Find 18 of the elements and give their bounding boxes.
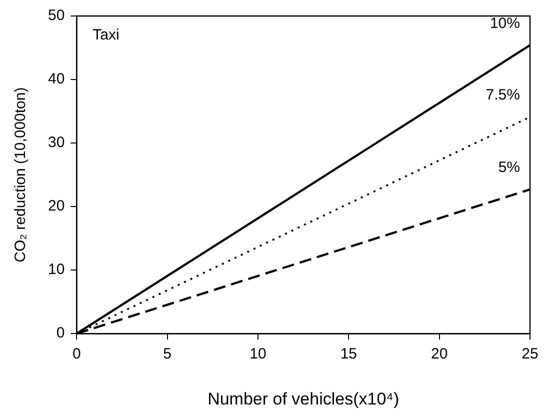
y-axis-title: CO₂ reduction (10,000ton)	[12, 87, 30, 262]
x-tick-label: 0	[72, 346, 81, 363]
series-label: 7.5%	[486, 86, 520, 104]
y-tick-label: 0	[56, 324, 65, 342]
x-axis-title: Number of vehicles(x10⁴)	[208, 389, 400, 408]
x-tick-label: 15	[340, 346, 358, 363]
x-tick-label: 25	[522, 346, 538, 363]
y-tick-label: 40	[48, 70, 65, 88]
y-tick-label: 50	[48, 7, 65, 24]
y-tick-label: 10	[48, 261, 65, 278]
annotation: Taxi	[92, 26, 120, 44]
x-tick-label: 20	[430, 346, 448, 363]
y-tick-label: 20	[48, 198, 65, 215]
series-label: 10%	[490, 14, 520, 32]
y-tick-label: 30	[48, 134, 65, 152]
x-tick-label: 5	[163, 346, 172, 363]
x-tick-label: 10	[250, 346, 266, 363]
series-label: 5%	[498, 159, 520, 176]
